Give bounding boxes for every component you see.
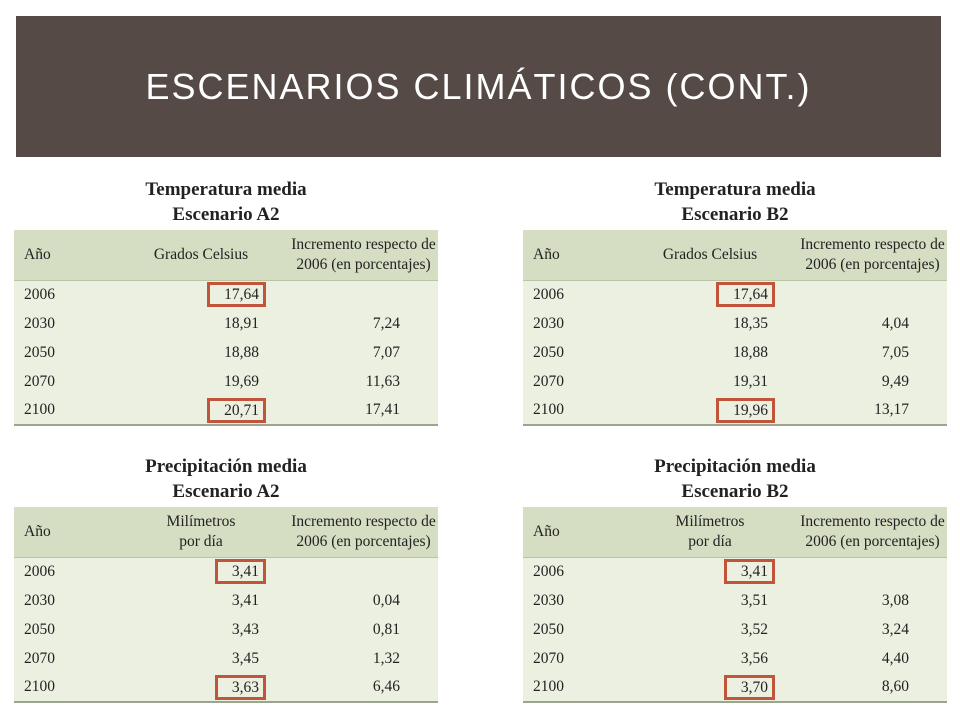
title-banner: ESCENARIOS CLIMÁTICOS (CONT.) (16, 16, 941, 157)
slide-title: ESCENARIOS CLIMÁTICOS (CONT.) (145, 65, 812, 107)
highlight-box: 17,64 (716, 282, 775, 308)
table-row: 2070 19,69 11,63 (14, 367, 438, 396)
table-title: Precipitación media Escenario A2 (145, 456, 307, 502)
table-row: 2100 19,96 13,17 (523, 396, 947, 425)
col-year: Año (533, 245, 560, 263)
table-row: 2050 18,88 7,07 (14, 338, 438, 367)
temperature-a2-table: Año Grados Celsius Incremento respecto d… (14, 230, 438, 426)
table-row: 2100 3,63 6,46 (14, 673, 438, 702)
col-value: Grados Celsius (662, 245, 758, 263)
table-row: 2050 18,88 7,05 (523, 338, 947, 367)
highlight-box: 3,63 (214, 674, 266, 700)
temperature-b2-table: Año Grados Celsius Incremento respecto d… (523, 230, 947, 426)
col-increment: Incremento respecto de 2006 (en porcentaj… (291, 235, 436, 273)
table-row: 2050 3,43 0,81 (14, 615, 438, 644)
precipitation-a2-table: Año Milímetros por día Incremento respect… (14, 507, 438, 703)
table-row: 2006 3,41 (14, 557, 438, 586)
col-year: Año (533, 522, 560, 540)
table-row: 2100 20,71 17,41 (14, 396, 438, 425)
table-row: 2070 3,56 4,40 (523, 644, 947, 673)
col-increment: Incremento respecto de 2006 (en porcentaj… (800, 235, 945, 273)
temperature-a2-block: Temperatura media Escenario A2 Año Grado… (14, 177, 438, 426)
table-row: 2030 18,35 4,04 (523, 309, 947, 338)
table-row: 2030 3,51 3,08 (523, 586, 947, 615)
table-row: 2100 3,70 8,60 (523, 673, 947, 702)
col-value: Milímetros por día (675, 512, 745, 550)
table-row: 2030 3,41 0,04 (14, 586, 438, 615)
table-row: 2070 19,31 9,49 (523, 367, 947, 396)
precipitation-b2-block: Precipitación media Escenario B2 Año Mil… (523, 454, 947, 703)
table-row: 2050 3,52 3,24 (523, 615, 947, 644)
precipitation-a2-block: Precipitación media Escenario A2 Año Mil… (14, 454, 438, 703)
table-row: 2030 18,91 7,24 (14, 309, 438, 338)
table-title: Precipitación media Escenario B2 (654, 456, 816, 502)
table-row: 2006 17,64 (523, 280, 947, 309)
table-row: 2006 3,41 (523, 557, 947, 586)
highlight-box: 20,71 (207, 397, 266, 423)
highlight-box: 3,41 (214, 559, 266, 585)
table-row: 2006 17,64 (14, 280, 438, 309)
col-increment: Incremento respecto de 2006 (en porcentaj… (800, 512, 945, 550)
highlight-box: 19,96 (716, 397, 775, 423)
table-title: Temperatura media Escenario A2 (145, 179, 307, 225)
col-year: Año (24, 245, 51, 263)
precipitation-b2-table: Año Milímetros por día Incremento respect… (523, 507, 947, 703)
col-value: Milímetros por día (166, 512, 236, 550)
col-value: Grados Celsius (153, 245, 249, 263)
temperature-b2-block: Temperatura media Escenario B2 Año Grado… (523, 177, 947, 426)
table-title: Temperatura media Escenario B2 (654, 179, 816, 225)
highlight-box: 17,64 (207, 282, 266, 308)
col-increment: Incremento respecto de 2006 (en porcentaj… (291, 512, 436, 550)
highlight-box: 3,70 (723, 674, 775, 700)
table-row: 2070 3,45 1,32 (14, 644, 438, 673)
col-year: Año (24, 522, 51, 540)
highlight-box: 3,41 (723, 559, 775, 585)
